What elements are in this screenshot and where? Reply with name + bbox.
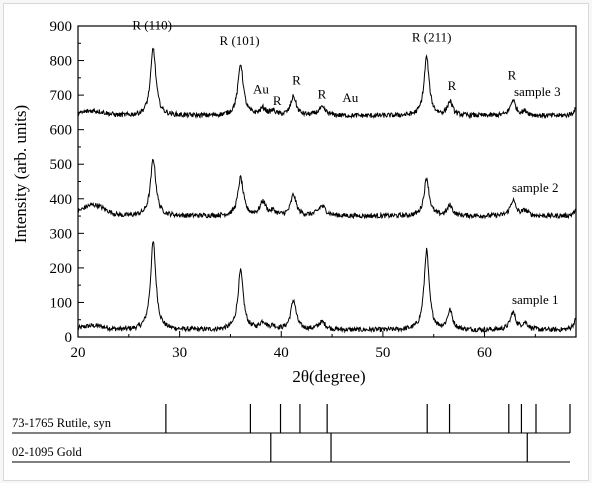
x-axis-title: 2θ(degree): [292, 367, 365, 386]
plot-area: [77, 25, 577, 338]
y-tick-label: 100: [50, 295, 73, 311]
x-tick-label: 20: [71, 345, 86, 361]
y-tick-label: 300: [50, 226, 73, 242]
reference-patterns: 73-1765 Rutile, syn 02-1095 Gold: [12, 404, 571, 463]
sample-label: sample 1: [512, 292, 559, 307]
y-axis-title: Intensity (arb. units): [11, 105, 30, 243]
peak-annotation: Au: [342, 90, 358, 105]
peak-annotation: Au: [253, 81, 269, 96]
series-line-sample-2: [77, 158, 577, 220]
peak-annotation: R: [508, 68, 517, 83]
y-tick-label: 500: [50, 157, 73, 173]
x-tick-label: 60: [477, 345, 492, 361]
y-tick-label: 200: [50, 261, 73, 277]
sample-label: sample 3: [514, 84, 561, 99]
y-tick-label: 800: [50, 54, 73, 70]
sample-labels: sample 1 sample 2 sample 3: [512, 84, 561, 307]
x-tick-label: 50: [375, 345, 390, 361]
peak-annotation: R: [273, 93, 282, 108]
y-tick-label: 400: [50, 192, 73, 208]
peak-annotation: R (101): [220, 33, 260, 48]
reference-label: 73-1765 Rutile, syn: [12, 416, 112, 430]
sample-label: sample 2: [512, 180, 559, 195]
series-line-sample-3: [77, 47, 577, 120]
x-tick-label: 30: [172, 345, 187, 361]
y-tick-label: 600: [50, 123, 73, 139]
peak-annotation: R (110): [132, 17, 172, 32]
peak-annotation: R: [318, 87, 327, 102]
y-tick-label: 700: [50, 88, 73, 104]
peak-annotation: R: [292, 73, 301, 88]
reference-label: 02-1095 Gold: [12, 445, 83, 459]
y-tick-label: 900: [50, 19, 73, 35]
y-tick-label: 0: [65, 330, 73, 346]
series-line-sample-1: [77, 240, 577, 334]
diffraction-curves: [77, 47, 577, 334]
axes: 0 100 200 300 400 500 600 700 800 900 20 30 40 50 60: [50, 19, 536, 361]
peak-annotation: R (211): [412, 30, 452, 45]
peak-annotation: R: [448, 78, 457, 93]
x-tick-label: 40: [274, 345, 289, 361]
plot-border: [77, 25, 577, 338]
